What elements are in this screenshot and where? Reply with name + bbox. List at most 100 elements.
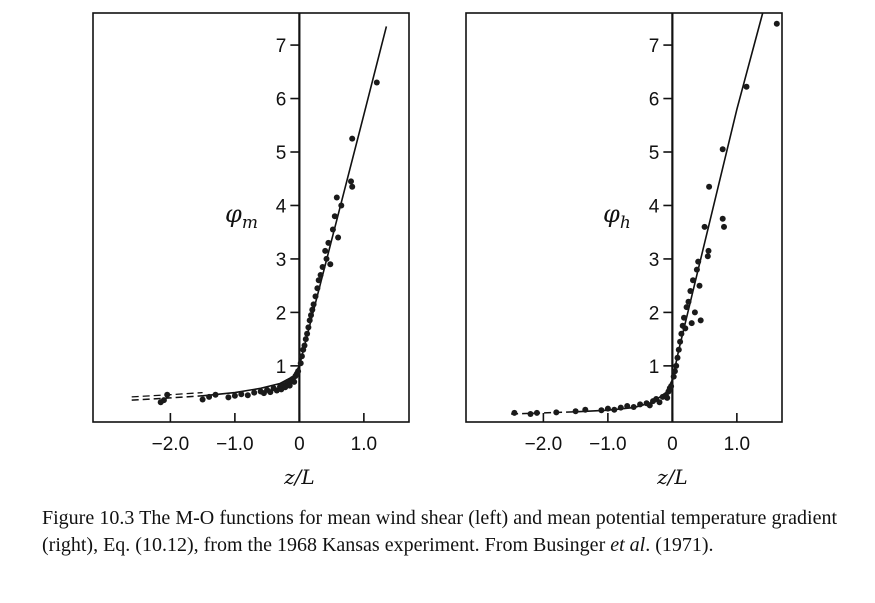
left-panel-frame bbox=[92, 12, 410, 423]
left-panel-y-axis-label: φm bbox=[225, 200, 258, 233]
left-panel-data-point bbox=[164, 391, 171, 398]
right-panel-data-point bbox=[670, 373, 677, 380]
left-panel-data-point bbox=[315, 277, 322, 284]
left-panel-y-tick-label: 1 bbox=[276, 357, 287, 378]
right-panel-data-point bbox=[773, 20, 780, 27]
right-panel-y-tick-label: 6 bbox=[649, 90, 660, 111]
right-panel-y-tick-label: 7 bbox=[649, 36, 660, 57]
figure-caption: Figure 10.3 The M-O functions for mean w… bbox=[42, 505, 837, 559]
left-panel-data-point bbox=[298, 353, 305, 360]
right-panel-data-point bbox=[671, 368, 678, 375]
right-panel-y-tick-label: 3 bbox=[649, 250, 660, 271]
right-panel-data-point bbox=[705, 247, 712, 254]
left-panel-data-point bbox=[314, 285, 321, 292]
left-panel-y-tick-label: 6 bbox=[276, 90, 287, 111]
left-panel-data-point bbox=[327, 261, 334, 268]
right-panel-data-point bbox=[695, 258, 702, 265]
right-panel-data-point bbox=[690, 277, 696, 284]
right-panel-data-point bbox=[664, 394, 671, 401]
left-panel-data-point bbox=[206, 393, 213, 400]
left-panel-data-point bbox=[297, 360, 304, 367]
right-panel-data-point bbox=[598, 407, 605, 414]
right-panel-plot: 1 2 3 4 5 6 7 −2.0 −1.0 0 1.0 φh z/L bbox=[465, 12, 783, 489]
right-panel-y-tick-label: 4 bbox=[649, 196, 660, 217]
right-panel-data-point bbox=[630, 404, 637, 410]
right-panel-data-point bbox=[604, 405, 611, 412]
left-panel-plot: 1 2 3 4 5 6 7 −2.0 −1.0 0 1.0 φm z/L bbox=[92, 12, 410, 489]
left-panel-y-tick-label: 2 bbox=[276, 303, 287, 324]
left-panel-data-point bbox=[286, 382, 293, 389]
left-panel-data-point bbox=[244, 392, 251, 399]
right-panel-data-point bbox=[675, 346, 682, 353]
caption-text: Figure 10.3 The M-O functions for mean w… bbox=[42, 507, 837, 556]
right-panel-data-point bbox=[683, 304, 690, 311]
left-panel-data-point bbox=[348, 178, 354, 185]
left-panel-data-point bbox=[331, 213, 338, 220]
right-panel-data-point bbox=[685, 298, 692, 305]
right-panel-data-point bbox=[673, 362, 680, 369]
right-panel-data-point bbox=[719, 215, 726, 222]
right-panel-data-point bbox=[553, 409, 560, 416]
left-panel-data-point bbox=[304, 330, 311, 337]
left-panel-data-point bbox=[323, 255, 330, 262]
figure: 1 2 3 4 5 6 7 −2.0 −1.0 0 1.0 φm z/L 1 2 3 4 5 6 7 −2.0 −1.0 0… bbox=[92, 12, 783, 489]
right-panel-data-point bbox=[533, 409, 540, 416]
right-panel-data-point bbox=[687, 288, 694, 294]
right-panel-data-point bbox=[693, 266, 700, 273]
left-panel-y-tick-label: 7 bbox=[276, 36, 287, 57]
left-panel-data-point bbox=[302, 336, 309, 343]
right-panel-data-point bbox=[511, 409, 518, 416]
left-panel-data-point bbox=[199, 396, 206, 403]
left-panel-data-point bbox=[309, 306, 316, 313]
left-panel-fit-curve-dashed-2 bbox=[131, 391, 203, 398]
right-panel-data-point bbox=[696, 282, 703, 289]
right-panel-data-point bbox=[719, 146, 726, 153]
left-panel-data-point bbox=[373, 79, 380, 86]
left-panel-data-point bbox=[301, 342, 308, 349]
left-panel-data-point bbox=[349, 135, 356, 142]
right-panel-x-axis-label: z/L bbox=[656, 465, 688, 489]
left-panel-data-point bbox=[325, 239, 332, 246]
left-panel-data-point bbox=[306, 317, 313, 324]
right-panel-data-point bbox=[624, 403, 631, 409]
left-panel-data-point bbox=[312, 293, 319, 300]
right-panel-data-point bbox=[691, 309, 698, 316]
right-panel-data-point bbox=[688, 320, 695, 327]
left-panel-data-point bbox=[317, 272, 324, 278]
right-panel-data-point bbox=[721, 223, 727, 230]
left-panel-x-tick-label: −1.0 bbox=[216, 434, 254, 455]
left-panel-data-point bbox=[333, 194, 340, 201]
left-panel-x-tick-label: 1.0 bbox=[351, 434, 377, 455]
right-panel-data-point bbox=[668, 383, 675, 390]
left-panel-data-point bbox=[335, 234, 342, 241]
left-panel-data-point bbox=[160, 397, 167, 404]
right-panel-data-point bbox=[527, 411, 534, 417]
left-panel-data-point bbox=[238, 391, 245, 398]
left-panel-data-point bbox=[212, 391, 219, 398]
right-panel-x-tick-label: 1.0 bbox=[724, 434, 750, 455]
right-panel-data-point bbox=[617, 404, 624, 411]
right-panel-data-point bbox=[646, 402, 653, 409]
left-panel-data-point bbox=[225, 394, 232, 401]
left-panel-data-point bbox=[349, 183, 356, 190]
left-panel-data-point bbox=[308, 312, 314, 319]
right-panel-y-tick-label: 1 bbox=[649, 357, 660, 378]
left-panel-y-tick-label: 4 bbox=[276, 196, 287, 217]
left-panel-data-point bbox=[305, 324, 312, 331]
left-panel-data-point bbox=[310, 301, 317, 308]
left-panel-x-axis-label: z/L bbox=[283, 465, 315, 489]
right-panel-data-point bbox=[678, 330, 685, 337]
right-panel-data-point bbox=[681, 314, 687, 321]
right-panel-data-point bbox=[677, 338, 684, 345]
left-panel-data-point bbox=[338, 202, 345, 209]
left-panel-data-point bbox=[291, 378, 298, 385]
right-panel-y-axis-label: φh bbox=[603, 200, 631, 233]
left-panel-data-point bbox=[231, 392, 238, 399]
right-panel-data-point bbox=[743, 83, 750, 90]
left-panel-data-point bbox=[319, 264, 326, 270]
right-panel-data-point bbox=[701, 223, 708, 230]
right-panel-data-point bbox=[706, 183, 713, 190]
caption-text-end: . (1971). bbox=[645, 534, 714, 556]
right-panel-x-tick-label: −2.0 bbox=[525, 434, 563, 455]
left-panel-fit-curve-dashed bbox=[131, 395, 203, 401]
